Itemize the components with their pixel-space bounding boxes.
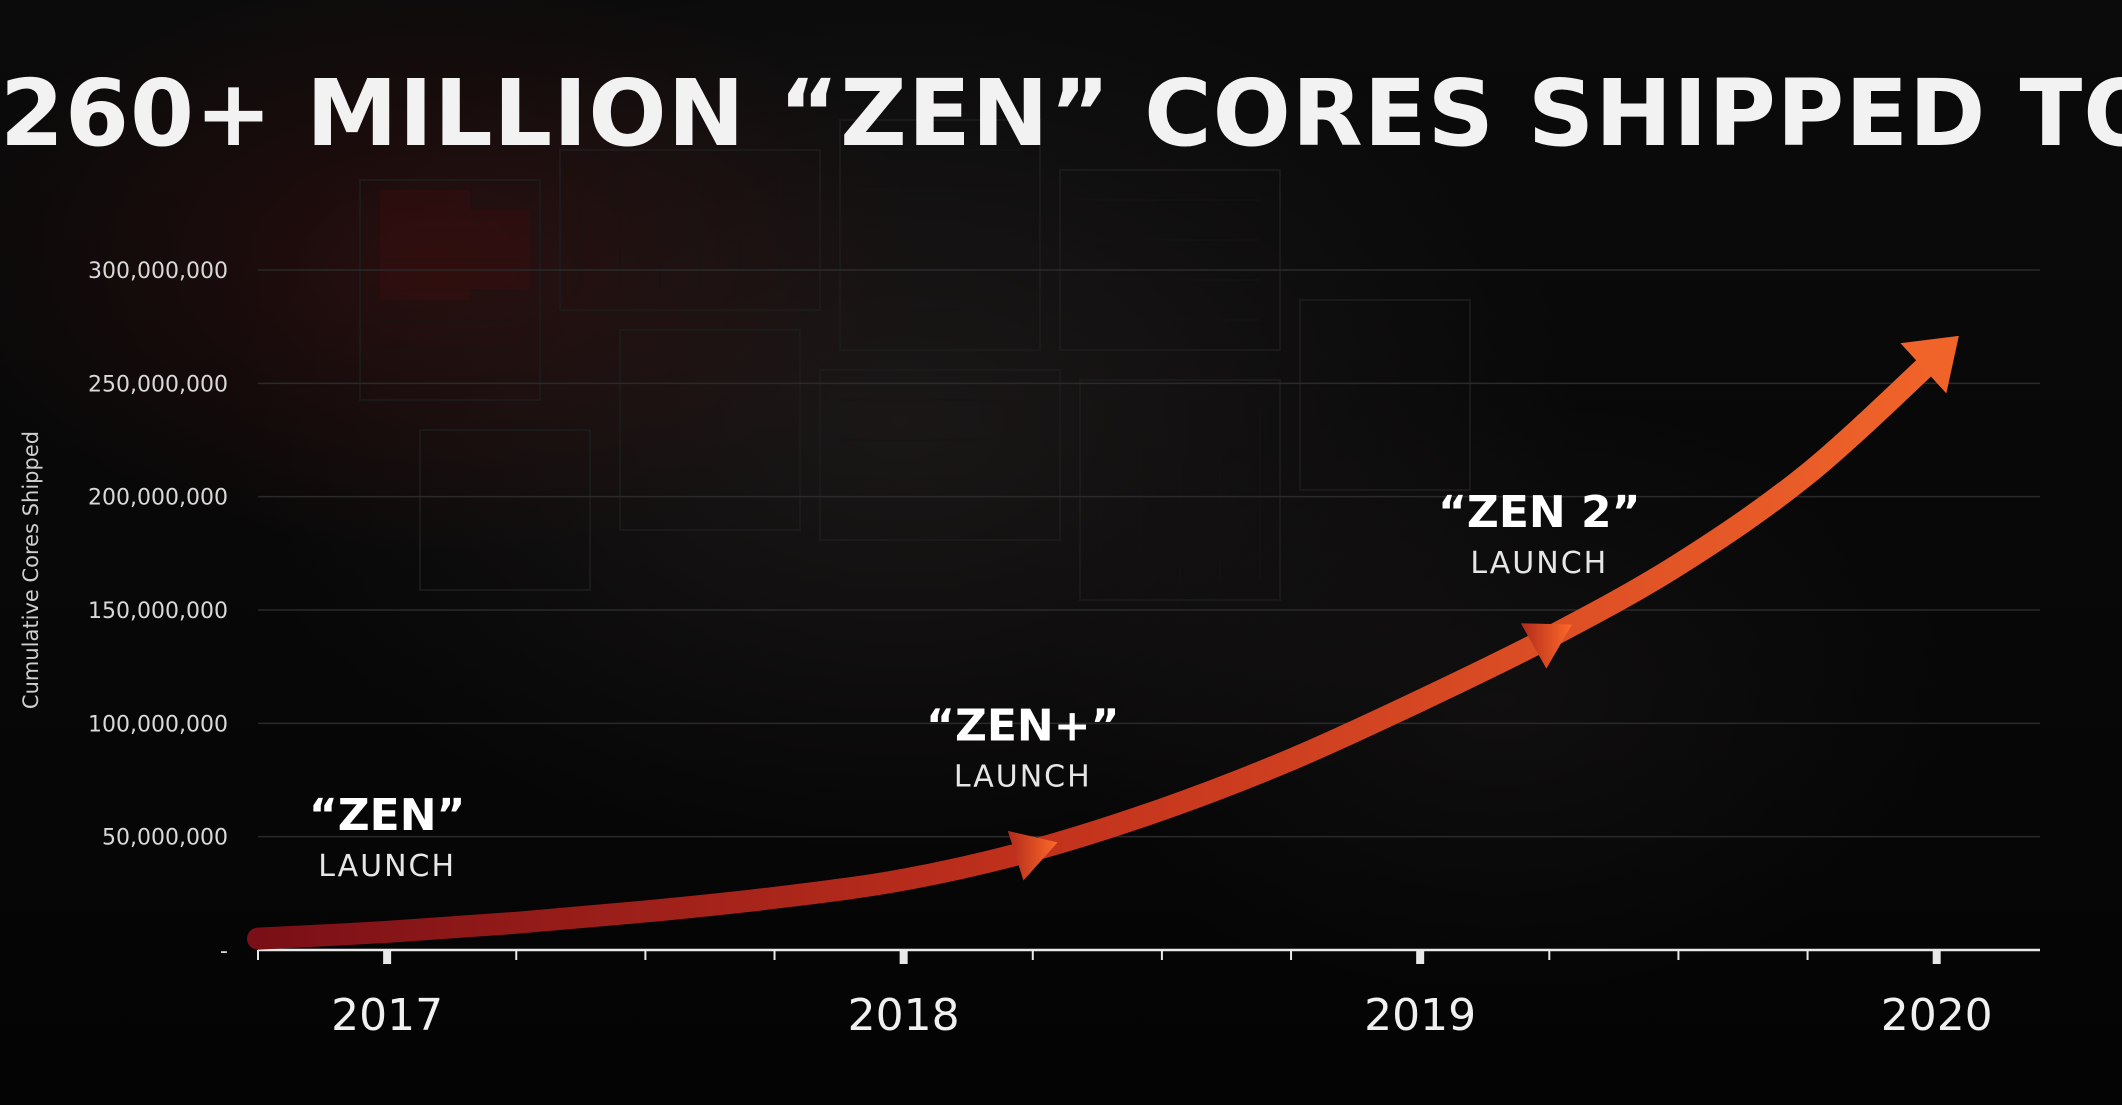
launch-marker-arrow (1520, 623, 1572, 669)
annotation-sub: LAUNCH (1470, 546, 1608, 581)
y-tick-label: 50,000,000 (102, 826, 228, 851)
annotation-name: “ZEN+” (926, 700, 1120, 751)
annotation-sub: LAUNCH (318, 849, 456, 884)
y-tick-label: 100,000,000 (88, 712, 228, 737)
series-line (247, 345, 1948, 950)
grid-lines (258, 269, 2040, 838)
series-layer (247, 335, 1959, 950)
x-tick-label: 2019 (1364, 990, 1476, 1041)
annotation-name: “ZEN 2” (1438, 487, 1641, 538)
series-arrowhead (1900, 335, 1959, 394)
y-tick-label: - (220, 939, 228, 964)
x-tick-label: 2020 (1881, 990, 1993, 1041)
annotation-sub: LAUNCH (954, 759, 1092, 794)
x-tick-label: 2017 (331, 990, 443, 1041)
y-tick-label: 250,000,000 (88, 372, 228, 397)
x-axis: 2017 2018 2019 2020 (257, 948, 2040, 1041)
launch-annotation: “ZEN” LAUNCH (309, 790, 466, 884)
slide-title: 260+ MILLION “ZEN” CORES SHIPPED TO DATE (0, 60, 2122, 167)
y-axis-tick-labels: - 50,000,000 100,000,000 150,000,000 200,000… (88, 259, 228, 964)
x-tick-label: 2018 (848, 990, 960, 1041)
y-axis-label: Cumulative Cores Shipped (19, 431, 43, 709)
annotation-name: “ZEN” (309, 790, 466, 841)
y-tick-label: 150,000,000 (88, 599, 228, 624)
launch-annotation: “ZEN 2” LAUNCH (1438, 487, 1641, 669)
annotations: “ZEN” LAUNCH “ZEN+” LAUNCH “ZEN 2” LAUNCH (309, 487, 1641, 884)
y-tick-label: 300,000,000 (88, 259, 228, 284)
launch-annotation: “ZEN+” LAUNCH (926, 700, 1120, 881)
y-tick-label: 200,000,000 (88, 486, 228, 511)
launch-marker-arrow (1007, 830, 1058, 881)
